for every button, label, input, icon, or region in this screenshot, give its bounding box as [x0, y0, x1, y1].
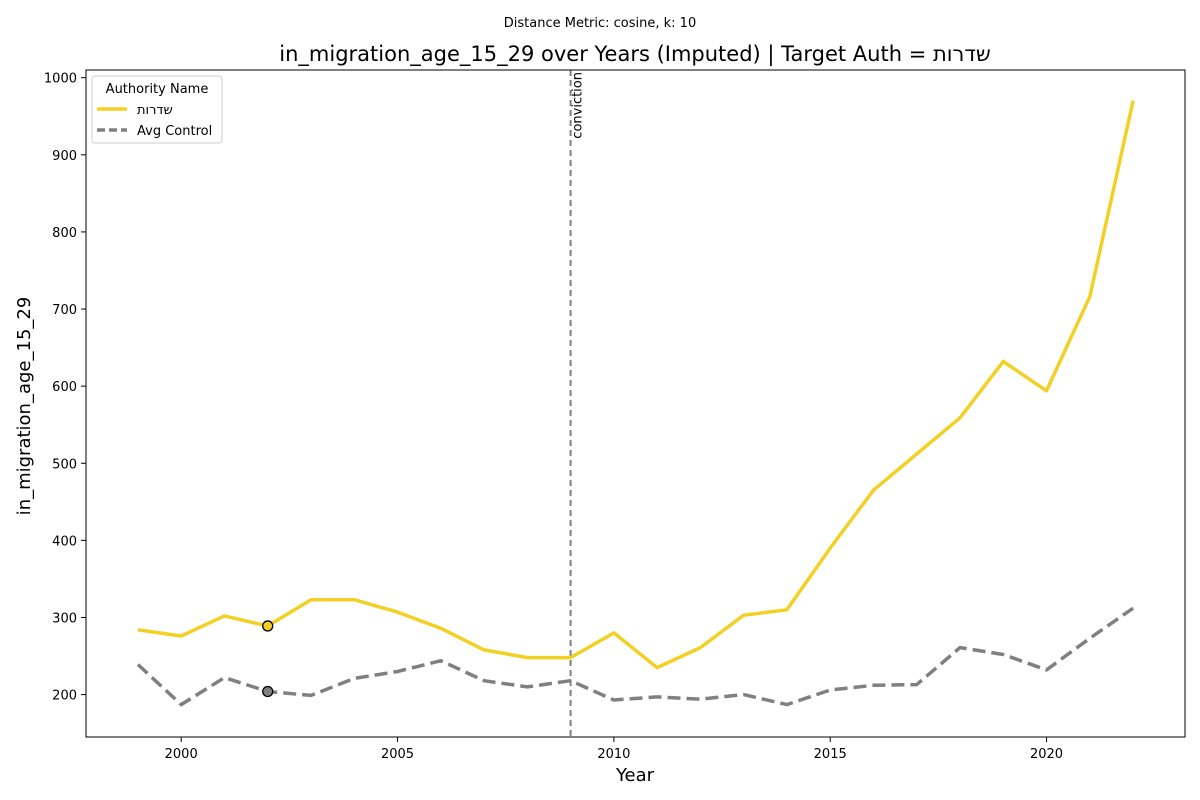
chart-suptitle: Distance Metric: cosine, k: 10	[504, 16, 696, 31]
y-tick-label: 500	[52, 457, 77, 472]
vertical-marker: conviction	[569, 70, 586, 737]
x-axis: 2000 2005 2010 2015 2020	[165, 737, 1063, 762]
y-tick-label: 700	[52, 303, 77, 318]
y-axis: 200 300 400 500 600 700 800 900 1000	[44, 72, 86, 704]
y-axis-title: in_migration_age_15_29	[14, 297, 35, 516]
chart-title: in_migration_age_15_29 over Years (Imput…	[279, 42, 990, 67]
series-line-0	[137, 100, 1135, 670]
vline-label: conviction	[571, 72, 586, 139]
x-tick-label: 2010	[597, 747, 630, 762]
series-line-1	[136, 606, 1135, 707]
legend-label-1: Avg Control	[137, 124, 212, 139]
highlight-marker-0	[262, 620, 274, 632]
highlight-markers	[262, 620, 274, 698]
y-tick-label: 900	[52, 149, 77, 164]
y-tick-label: 600	[52, 380, 77, 395]
series-lines	[136, 100, 1135, 707]
y-tick-label: 800	[52, 226, 77, 241]
x-tick-label: 2015	[814, 747, 847, 762]
legend: Authority Name שדרות Avg Control	[91, 75, 223, 144]
x-tick-label: 2000	[165, 747, 198, 762]
y-tick-label: 1000	[44, 72, 77, 87]
legend-box	[91, 75, 223, 144]
x-tick-label: 2005	[381, 747, 414, 762]
highlight-marker-1	[262, 685, 274, 698]
y-tick-label: 200	[52, 689, 77, 704]
legend-label-0: שדרות	[137, 103, 173, 118]
x-axis-title: Year	[615, 765, 655, 786]
x-tick-label: 2020	[1030, 747, 1063, 762]
legend-title: Authority Name	[106, 82, 209, 97]
y-tick-label: 300	[52, 611, 77, 626]
y-tick-label: 400	[52, 534, 77, 549]
plot-frame	[85, 69, 1186, 738]
